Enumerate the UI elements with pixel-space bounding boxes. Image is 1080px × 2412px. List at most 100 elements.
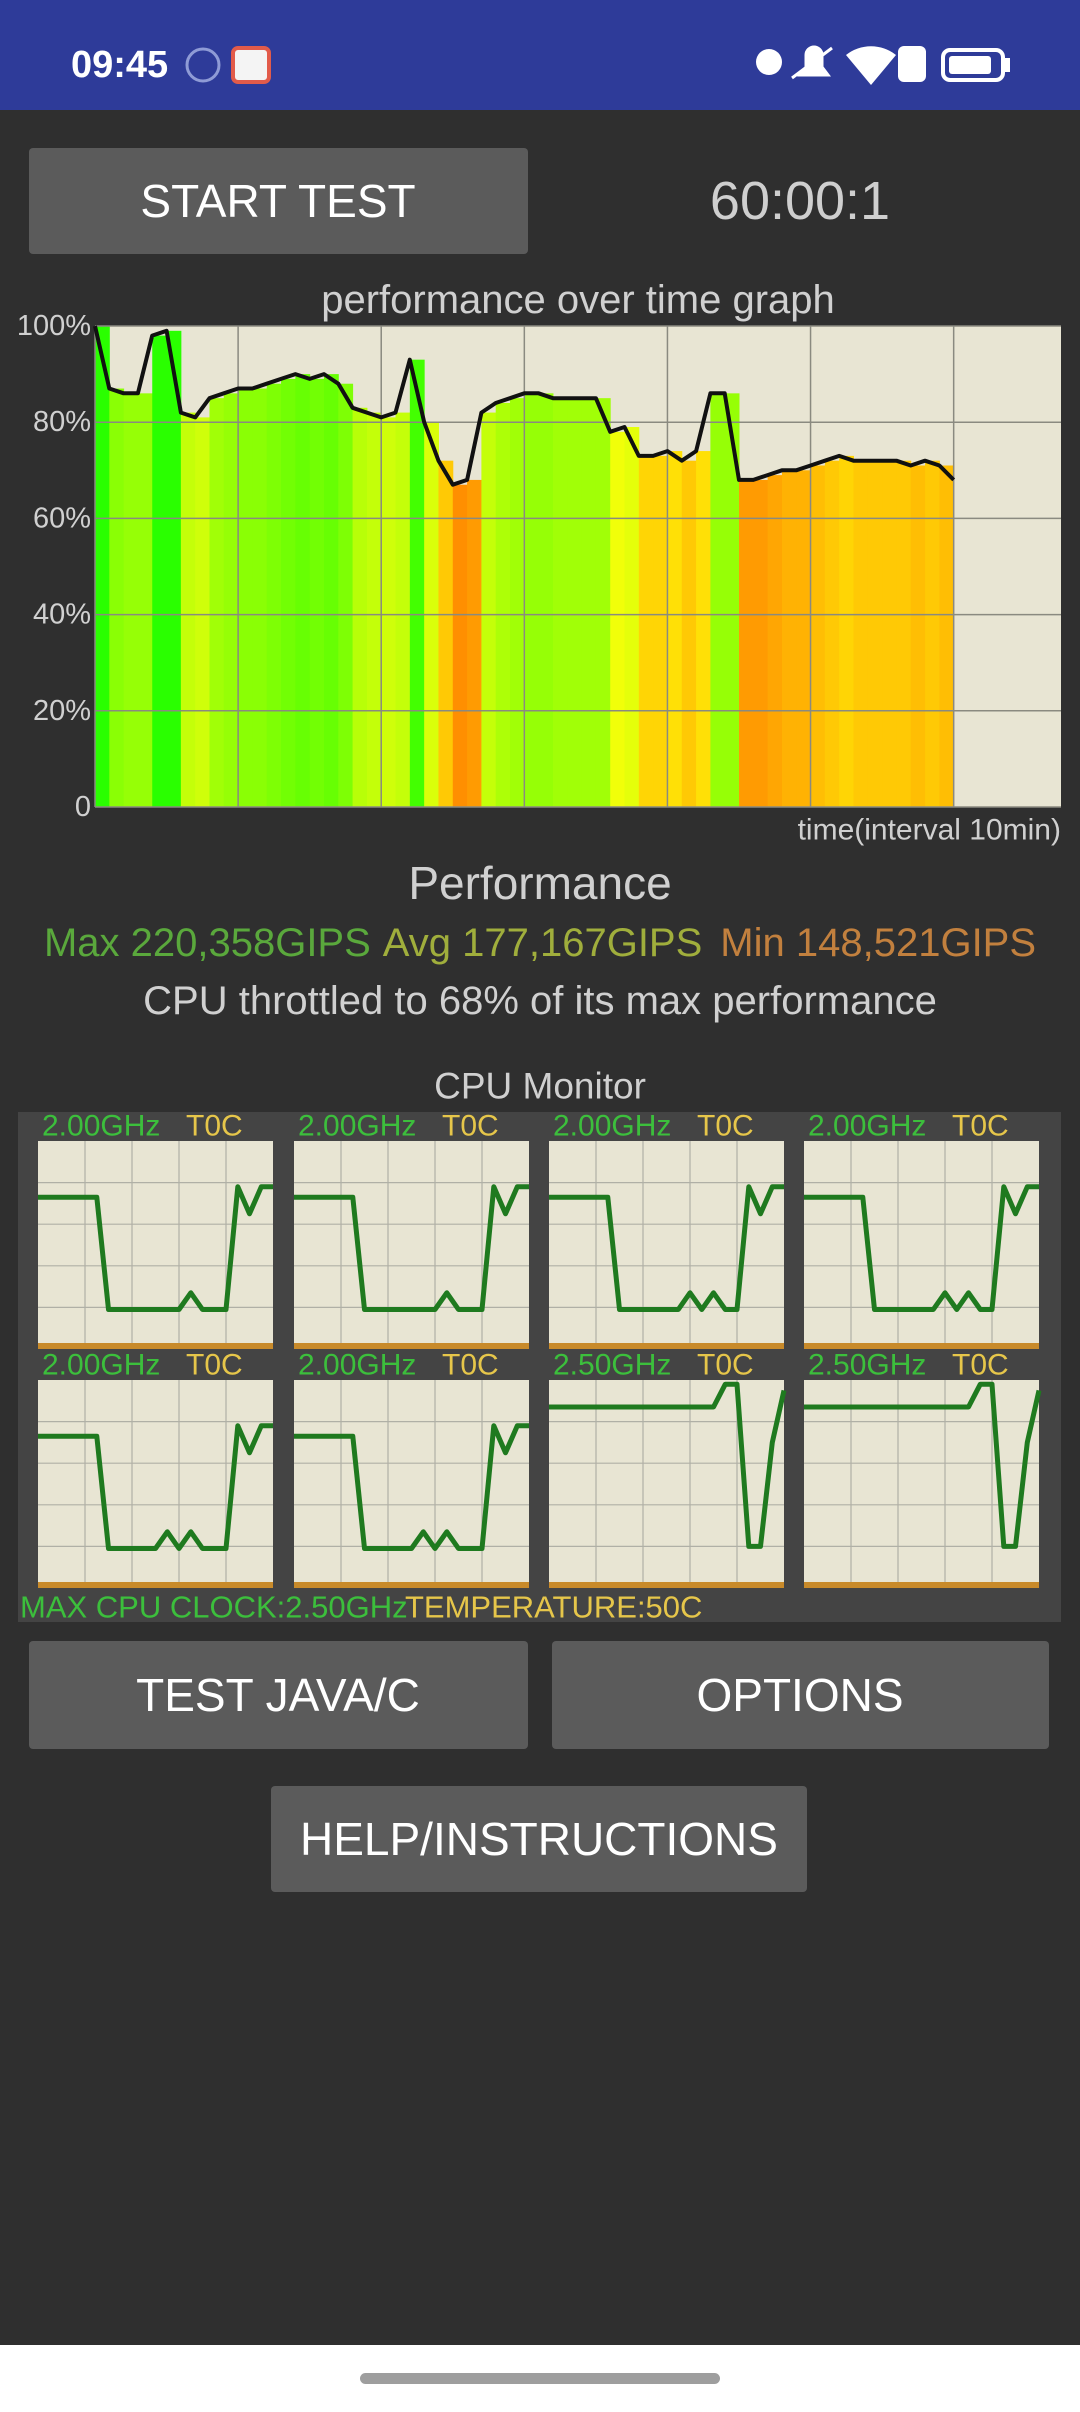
core-temperature: T0C — [952, 1349, 1009, 1382]
performance-band — [610, 431, 626, 807]
temperature: TEMPERATURE:50C — [405, 1590, 702, 1625]
performance-band — [667, 451, 683, 807]
core-line — [549, 1184, 784, 1312]
performance-band — [510, 398, 525, 807]
cpu-cores: 2.00GHz T0C 2.00GHz T0C 2.00GHz T0C 2.00GHz T0C… — [38, 1110, 1042, 1588]
core-graph-background — [804, 1380, 1039, 1588]
performance-band — [195, 417, 210, 807]
cpu-monitor-title: CPU Monitor — [434, 1066, 646, 1107]
max-stat: Max 220,358GIPS — [44, 921, 371, 965]
core-baseline — [549, 1343, 784, 1349]
performance-band — [824, 460, 840, 807]
performance-band — [123, 393, 139, 807]
y-tick-label: 0 — [75, 791, 91, 823]
location-icon — [756, 49, 782, 75]
performance-graph: 0 20% 40% 60% 80% 100% — [17, 310, 1061, 823]
core-temperature: T0C — [186, 1110, 243, 1143]
performance-band — [839, 455, 854, 807]
performance-band — [696, 451, 711, 807]
core-line — [294, 1184, 529, 1312]
performance-band — [266, 383, 282, 807]
performance-band — [653, 455, 668, 807]
core-temperature: T0C — [952, 1110, 1009, 1143]
performance-band — [524, 393, 540, 807]
performance-band — [352, 407, 368, 807]
performance-band — [681, 460, 697, 807]
calendar-icon — [231, 46, 271, 84]
performance-band — [209, 398, 225, 807]
core-frequency: 2.00GHz — [808, 1110, 926, 1143]
performance-band — [338, 383, 354, 807]
core-line — [294, 1423, 529, 1551]
core-baseline — [804, 1343, 1039, 1349]
graph-title: performance over time graph — [321, 278, 835, 322]
core-baseline — [294, 1343, 529, 1349]
core-line — [38, 1184, 273, 1312]
performance-band — [939, 465, 955, 807]
core-baseline — [294, 1582, 529, 1588]
options-label[interactable]: OPTIONS — [696, 1669, 903, 1721]
timer: 60:00:1 — [710, 171, 890, 231]
core-frequency: 2.00GHz — [553, 1110, 671, 1143]
core-temperature: T0C — [697, 1110, 754, 1143]
performance-band — [925, 460, 940, 807]
core-baseline — [38, 1343, 273, 1349]
core-frequency: 2.00GHz — [298, 1349, 416, 1382]
performance-band — [739, 479, 754, 807]
info-icon — [185, 47, 221, 83]
help-button[interactable] — [271, 1786, 807, 1892]
wifi-icon — [846, 46, 896, 85]
performance-band — [295, 374, 311, 807]
performance-band — [366, 412, 382, 807]
performance-band — [538, 393, 554, 807]
core-graph-background — [38, 1380, 273, 1588]
core-line — [804, 1184, 1039, 1312]
core-graph-background — [294, 1380, 529, 1588]
core-graph-background — [294, 1141, 529, 1349]
battery-tip — [1005, 58, 1010, 72]
test-java-c-button[interactable] — [29, 1641, 528, 1749]
core-baseline — [804, 1582, 1039, 1588]
performance-band — [409, 359, 425, 807]
performance-band — [95, 326, 110, 807]
performance-line — [93, 325, 956, 487]
core-temperature: T0C — [186, 1349, 243, 1382]
performance-band — [810, 465, 826, 807]
home-handle[interactable] — [360, 2373, 720, 2384]
performance-band — [910, 465, 926, 807]
core-line — [549, 1381, 787, 1549]
performance-band — [638, 455, 654, 807]
min-stat: Min 148,521GIPS — [720, 921, 1036, 965]
core-frequency: 2.50GHz — [808, 1349, 926, 1382]
status-time: 09:45 — [71, 44, 168, 86]
mute-icon — [791, 45, 833, 80]
options-button[interactable] — [552, 1641, 1049, 1749]
avg-stat: Avg 177,167GIPS — [383, 921, 703, 965]
test-java-c-label[interactable]: TEST JAVA/C — [136, 1669, 420, 1721]
core-frequency: 2.00GHz — [42, 1349, 160, 1382]
performance-band — [595, 398, 611, 807]
throttle-text: CPU throttled to 68% of its max performa… — [143, 979, 937, 1023]
core-line — [804, 1381, 1042, 1549]
performance-band — [180, 412, 196, 807]
performance-band — [252, 388, 268, 807]
core-graph-background — [549, 1141, 784, 1349]
performance-band — [381, 417, 397, 807]
performance-band — [166, 330, 182, 807]
y-tick-label: 20% — [33, 695, 91, 727]
performance-band — [867, 460, 883, 807]
performance-heading: Performance — [408, 857, 671, 909]
start-test-button[interactable] — [29, 148, 528, 254]
performance-band — [581, 398, 597, 807]
help-label[interactable]: HELP/INSTRUCTIONS — [300, 1813, 778, 1865]
core-graph-background — [804, 1141, 1039, 1349]
performance-stats: Max 220,358GIPS Avg 177,167GIPS Min 148,52… — [44, 921, 1036, 965]
core-temperature: T0C — [442, 1110, 499, 1143]
performance-band — [223, 393, 239, 807]
performance-band — [281, 378, 296, 807]
x-axis-label: time(interval 10min) — [798, 814, 1061, 847]
start-test-label[interactable]: START TEST — [140, 175, 415, 227]
y-tick-label: 100% — [17, 310, 91, 342]
core-temperature: T0C — [697, 1349, 754, 1382]
